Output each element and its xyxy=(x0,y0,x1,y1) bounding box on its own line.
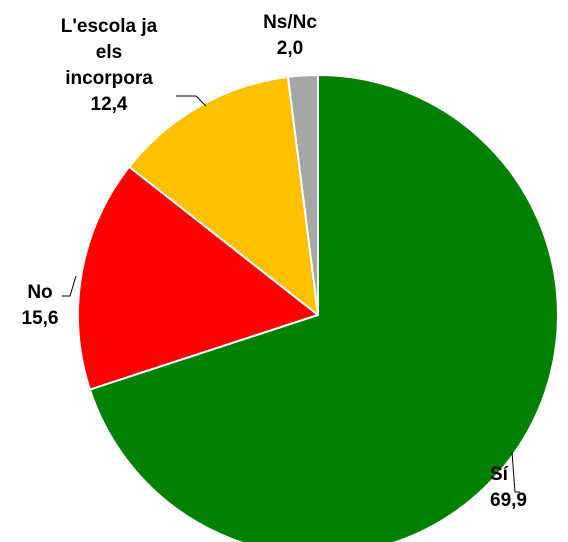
leader-line xyxy=(511,451,520,493)
value-label: 12,4 xyxy=(90,94,128,115)
slice-label: Sí 69,9 xyxy=(490,462,550,514)
value-label: 2,0 xyxy=(276,38,304,59)
slice-label: Ns/Nc 2,0 xyxy=(255,10,325,62)
slice-label: L'escola ja els incorpora 12,4 xyxy=(50,14,168,118)
leader-line xyxy=(176,95,207,107)
category-label: Sí xyxy=(490,464,508,485)
leader-lines xyxy=(62,95,520,493)
leader-line xyxy=(62,275,77,297)
category-label: L'escola ja els incorpora xyxy=(60,16,158,89)
slice-label: No 15,6 xyxy=(10,280,70,332)
category-label: Ns/Nc xyxy=(263,12,317,33)
value-label: 69,9 xyxy=(490,490,527,511)
value-label: 15,6 xyxy=(21,308,59,329)
category-label: No xyxy=(27,282,53,303)
pie-slice xyxy=(127,75,320,318)
